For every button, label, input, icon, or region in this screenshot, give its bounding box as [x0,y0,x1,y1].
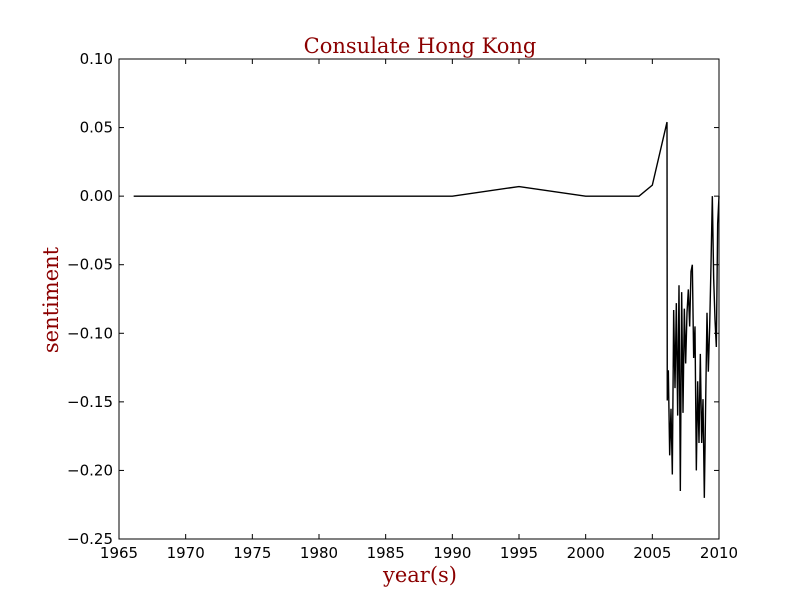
x-tick-label: 1985 [367,544,405,562]
plot-frame [118,58,720,540]
y-tick-label: −0.25 [67,530,113,548]
y-tick-label: −0.10 [67,324,113,342]
x-axis-title: year(s) [382,563,457,587]
series-line-0 [133,121,720,498]
x-tick-label: 2000 [567,544,605,562]
x-tick-label: 1975 [233,544,271,562]
x-tick-label: 1970 [167,544,205,562]
x-tick-label: 1990 [433,544,471,562]
x-tick-label: 1980 [300,544,338,562]
y-tick-label: −0.15 [67,393,113,411]
x-tick-label: 2010 [700,544,738,562]
y-tick-label: −0.05 [67,256,113,274]
chart-title: Consulate Hong Kong [304,34,537,58]
y-axis-title: sentiment [39,246,63,353]
y-tick-label: 0.00 [80,187,113,205]
y-tick-label: −0.20 [67,461,113,479]
x-tick-label: 1995 [500,544,538,562]
plot-area: 1965 1970 1975 1980 1985 1990 1995 2000 2005 2010… [67,50,738,562]
x-tick-label: 1965 [100,544,138,562]
y-tick-label: 0.10 [80,50,113,68]
y-tick-label: 0.05 [80,119,113,137]
x-tick-label: 2005 [633,544,671,562]
